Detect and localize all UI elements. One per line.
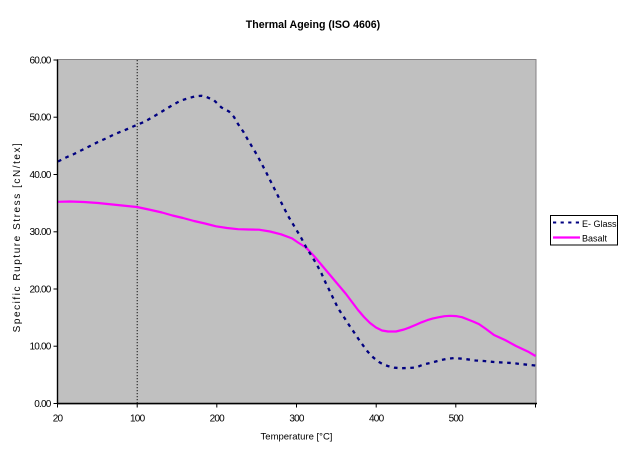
svg-text:Thermal Ageing (ISO 4606): Thermal Ageing (ISO 4606) (246, 19, 380, 31)
svg-text:100: 100 (130, 414, 146, 425)
svg-text:20: 20 (53, 414, 64, 425)
svg-text:200: 200 (210, 414, 226, 425)
svg-text:Temperature [°C]: Temperature [°C] (261, 432, 333, 443)
svg-text:Basalt: Basalt (582, 234, 608, 244)
svg-text:Specific Rupture Stress [cN/te: Specific Rupture Stress [cN/tex] (12, 142, 23, 333)
svg-text:10.00: 10.00 (29, 342, 51, 353)
svg-text:60.00: 60.00 (29, 55, 51, 66)
svg-text:50.00: 50.00 (29, 113, 51, 124)
svg-text:20.00: 20.00 (29, 284, 51, 295)
svg-text:E- Glass: E- Glass (582, 219, 617, 229)
svg-text:400: 400 (369, 414, 385, 425)
svg-text:300: 300 (289, 414, 305, 425)
svg-text:40.00: 40.00 (29, 170, 51, 181)
svg-text:500: 500 (449, 414, 465, 425)
svg-text:0.00: 0.00 (34, 399, 52, 410)
svg-text:30.00: 30.00 (29, 227, 51, 238)
